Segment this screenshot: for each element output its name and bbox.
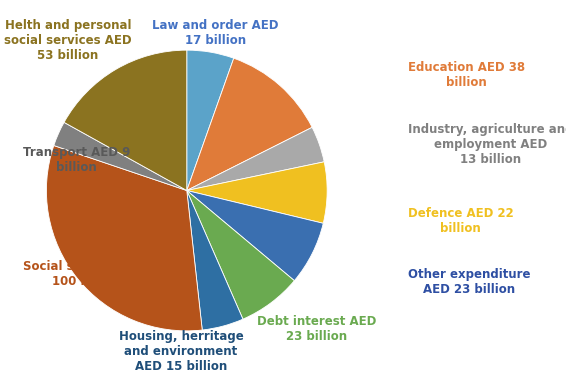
Text: Law and order AED
17 billion: Law and order AED 17 billion <box>152 19 278 47</box>
Wedge shape <box>187 162 327 223</box>
Text: Transport AED 9
billion: Transport AED 9 billion <box>23 146 130 174</box>
Wedge shape <box>187 190 323 281</box>
Wedge shape <box>187 50 234 190</box>
Wedge shape <box>187 58 312 190</box>
Text: Other expenditure
AED 23 billion: Other expenditure AED 23 billion <box>408 268 530 296</box>
Wedge shape <box>187 190 243 330</box>
Wedge shape <box>46 146 202 331</box>
Text: Social security AED
100 billion: Social security AED 100 billion <box>23 260 151 288</box>
Wedge shape <box>187 190 294 319</box>
Text: Housing, herritage
and environment
AED 15 billion: Housing, herritage and environment AED 1… <box>119 330 243 373</box>
Text: Helth and personal
social services AED
53 billion: Helth and personal social services AED 5… <box>4 19 132 62</box>
Wedge shape <box>187 127 324 190</box>
Text: Defence AED 22
billion: Defence AED 22 billion <box>408 207 513 235</box>
Wedge shape <box>64 50 187 190</box>
Text: Debt interest AED
23 billion: Debt interest AED 23 billion <box>258 315 376 343</box>
Text: Education AED 38
billion: Education AED 38 billion <box>408 61 525 89</box>
Text: Industry, agriculture and
employment AED
13 billion: Industry, agriculture and employment AED… <box>408 123 566 166</box>
Wedge shape <box>54 122 187 190</box>
